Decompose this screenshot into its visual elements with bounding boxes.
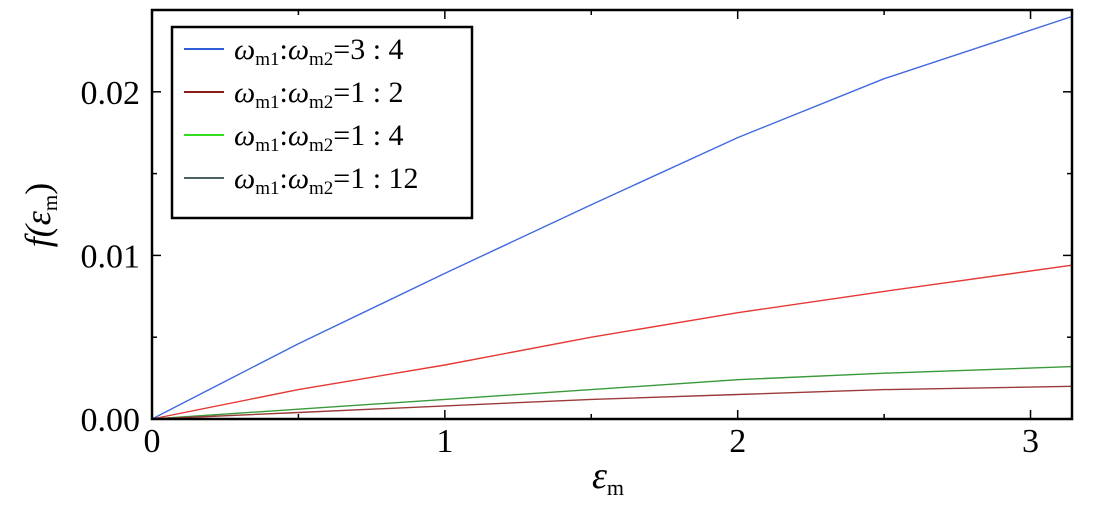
y-tick-label-0: 0.00 (81, 402, 141, 439)
axis-ticks (151, 9, 1072, 420)
legend-label-2: ωm1:ωm2=1 : 4 (234, 119, 404, 156)
series-line-1 (151, 264, 1073, 420)
tick-labels: 0 1 2 3 0.00 0.01 0.02 (81, 75, 1040, 460)
x-axis-label: εm (592, 455, 624, 500)
legend-box (170, 25, 474, 220)
plot-lines (151, 15, 1073, 420)
legend-label-1: ωm1:ωm2=1 : 2 (234, 76, 404, 113)
legend-entries: ωm1:ωm2=3 : 4 ωm1:ωm2=1 : 2 ωm1:ωm2=1 : 4 ω… (184, 33, 419, 199)
series-line-0 (151, 15, 1073, 420)
y-axis-label: f(εm) (18, 183, 62, 248)
legend-label-0: ωm1:ωm2=3 : 4 (234, 33, 404, 70)
legend: ωm1:ωm2=3 : 4 ωm1:ωm2=1 : 2 ωm1:ωm2=1 : 4 ω… (170, 25, 474, 220)
y-tick-label-1: 0.01 (81, 238, 141, 275)
y-tick-label-2: 0.02 (81, 75, 141, 112)
y-axis-label-prefix: f( (18, 223, 58, 247)
x-tick-label-2: 2 (729, 423, 746, 460)
plot-frame (150, 8, 1074, 421)
x-tick-label-0: 0 (144, 423, 161, 460)
series-line-3 (151, 385, 1073, 420)
legend-label-3: ωm1:ωm2=1 : 12 (234, 162, 419, 199)
x-axis-label-symbol: ε (592, 455, 607, 497)
y-axis-label-suffix: ) (18, 183, 58, 195)
x-tick-label-3: 3 (1022, 423, 1039, 460)
series-line-2 (151, 365, 1073, 420)
y-axis-label-symbol: ε (18, 210, 58, 225)
x-tick-label-1: 1 (436, 423, 453, 460)
y-axis-label-subscript: m (38, 195, 62, 211)
x-axis-label-subscript: m (607, 475, 624, 500)
